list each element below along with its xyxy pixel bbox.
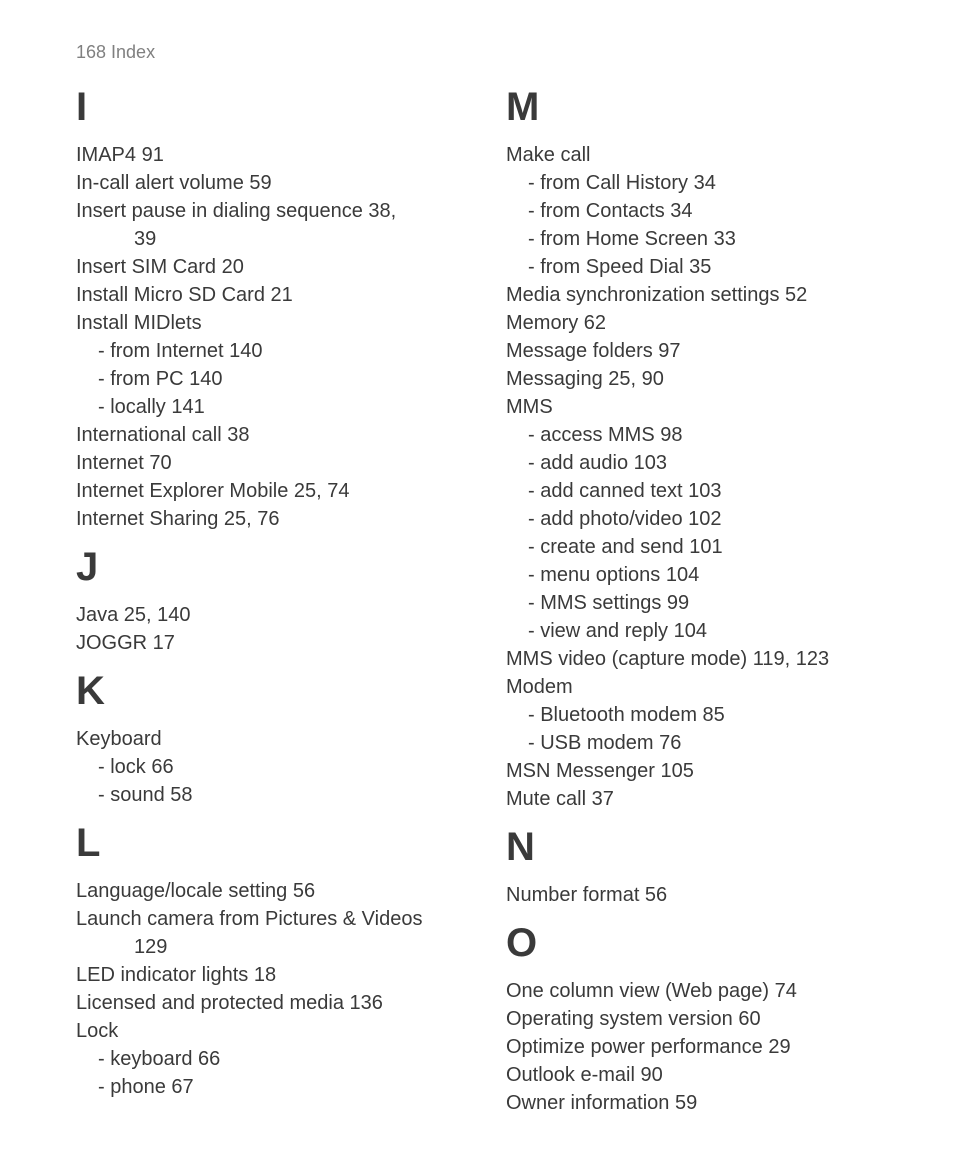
index-entry: Optimize power performance 29 [506,1033,906,1061]
index-entry: - from Home Screen 33 [506,225,906,253]
index-entry: - create and send 101 [506,533,906,561]
index-entry: Make call [506,141,906,169]
section-letter-o: O [506,923,906,963]
index-entry: - from Internet 140 [76,337,476,365]
index-entry: Mute call 37 [506,785,906,813]
index-entry: Internet Sharing 25, 76 [76,505,476,533]
index-entry: - view and reply 104 [506,617,906,645]
index-entry: - from Call History 34 [506,169,906,197]
index-entry: Install MIDlets [76,309,476,337]
page-header: 168 Index [76,42,906,63]
section-k-entries: Keyboard- lock 66- sound 58 [76,725,476,809]
index-entry: Java 25, 140 [76,601,476,629]
index-entry: MMS [506,393,906,421]
section-m-entries: Make call- from Call History 34- from Co… [506,141,906,813]
section-l-entries: Language/locale setting 56Launch camera … [76,877,476,1101]
index-entry: - locally 141 [76,393,476,421]
right-column: M Make call- from Call History 34- from … [506,73,906,1117]
index-entry: Licensed and protected media 136 [76,989,476,1017]
section-letter-i: I [76,87,476,127]
index-entry: - from Contacts 34 [506,197,906,225]
index-columns: I IMAP4 91In-call alert volume 59Insert … [76,73,906,1117]
index-entry: One column view (Web page) 74 [506,977,906,1005]
section-letter-l: L [76,823,476,863]
index-entry: - menu options 104 [506,561,906,589]
index-entry: LED indicator lights 18 [76,961,476,989]
section-letter-n: N [506,827,906,867]
index-entry: - phone 67 [76,1073,476,1101]
index-entry: Messaging 25, 90 [506,365,906,393]
index-entry: 129 [76,933,476,961]
index-entry: - from PC 140 [76,365,476,393]
section-letter-m: M [506,87,906,127]
index-entry: Insert pause in dialing sequence 38, [76,197,476,225]
index-entry: Internet Explorer Mobile 25, 74 [76,477,476,505]
index-entry: Operating system version 60 [506,1005,906,1033]
index-entry: MMS video (capture mode) 119, 123 [506,645,906,673]
index-entry: JOGGR 17 [76,629,476,657]
index-entry: - keyboard 66 [76,1045,476,1073]
section-j-entries: Java 25, 140JOGGR 17 [76,601,476,657]
index-entry: - add photo/video 102 [506,505,906,533]
index-entry: - add canned text 103 [506,477,906,505]
index-entry: Modem [506,673,906,701]
index-entry: Insert SIM Card 20 [76,253,476,281]
index-entry: Language/locale setting 56 [76,877,476,905]
section-o-entries: One column view (Web page) 74Operating s… [506,977,906,1117]
section-letter-k: K [76,671,476,711]
index-entry: Outlook e-mail 90 [506,1061,906,1089]
index-entry: Media synchronization settings 52 [506,281,906,309]
index-entry: Memory 62 [506,309,906,337]
section-i-entries: IMAP4 91In-call alert volume 59Insert pa… [76,141,476,533]
index-entry: Launch camera from Pictures & Videos [76,905,476,933]
section-letter-j: J [76,547,476,587]
index-entry: IMAP4 91 [76,141,476,169]
index-entry: Keyboard [76,725,476,753]
index-entry: In-call alert volume 59 [76,169,476,197]
index-entry: Message folders 97 [506,337,906,365]
index-entry: - MMS settings 99 [506,589,906,617]
index-entry: International call 38 [76,421,476,449]
index-entry: Owner information 59 [506,1089,906,1117]
index-entry: - lock 66 [76,753,476,781]
left-column: I IMAP4 91In-call alert volume 59Insert … [76,73,476,1117]
index-entry: 39 [76,225,476,253]
index-entry: Lock [76,1017,476,1045]
index-entry: Install Micro SD Card 21 [76,281,476,309]
index-entry: - USB modem 76 [506,729,906,757]
index-entry: - sound 58 [76,781,476,809]
index-entry: Number format 56 [506,881,906,909]
index-entry: - Bluetooth modem 85 [506,701,906,729]
index-entry: - from Speed Dial 35 [506,253,906,281]
index-entry: - add audio 103 [506,449,906,477]
index-entry: MSN Messenger 105 [506,757,906,785]
section-n-entries: Number format 56 [506,881,906,909]
index-entry: Internet 70 [76,449,476,477]
index-entry: - access MMS 98 [506,421,906,449]
